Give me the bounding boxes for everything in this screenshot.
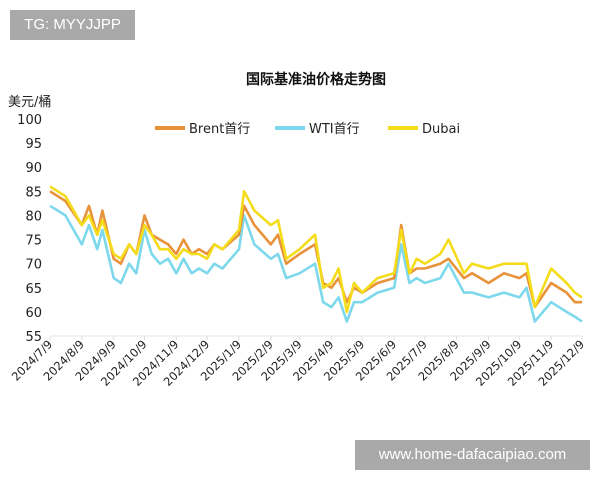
legend-label: Brent首行 [189, 122, 250, 137]
series-line-1 [49, 204, 583, 323]
y-tick-label: 70 [25, 258, 42, 273]
y-tick-label: 100 [17, 113, 42, 128]
chart-title: 国际基准油价格走势图 [246, 71, 386, 88]
watermark-top: TG: MYYJJPP [10, 10, 135, 40]
legend: Brent首行 WTI首行 Dubai [155, 122, 460, 137]
y-tick-label: 90 [25, 161, 42, 176]
y-tick-label: 55 [25, 330, 42, 345]
y-tick-label: 60 [25, 306, 42, 321]
series-lines [49, 185, 583, 323]
y-tick-label: 80 [25, 209, 42, 224]
y-ticks: 55 60 65 70 75 80 85 90 95 100 [17, 113, 42, 345]
y-tick-label: 95 [25, 137, 42, 152]
watermark-bottom: www.home-dafacaipiao.com [355, 440, 590, 470]
x-ticks: 2024/7/92024/8/92024/9/92024/10/92024/11… [9, 336, 587, 389]
legend-label: Dubai [422, 122, 460, 137]
legend-label: WTI首行 [309, 122, 360, 137]
y-tick-label: 85 [25, 185, 42, 200]
y-tick-label: 75 [25, 234, 42, 249]
series-line-2 [49, 185, 583, 314]
y-axis-label: 美元/桶 [8, 95, 51, 110]
y-tick-label: 65 [25, 282, 42, 297]
